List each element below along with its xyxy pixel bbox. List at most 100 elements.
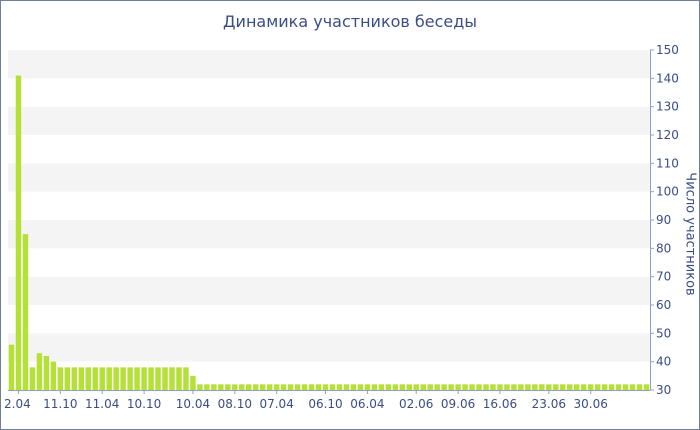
bar	[99, 367, 105, 390]
x-tick-label: 11.10	[43, 397, 77, 411]
grid-band	[8, 191, 650, 220]
x-tick-label: 07.04	[259, 397, 293, 411]
bar	[539, 384, 545, 390]
bar	[127, 367, 133, 390]
bar	[329, 384, 336, 390]
chart-title: Динамика участников беседы	[223, 12, 477, 31]
bar	[511, 384, 517, 390]
y-tick-label: 110	[656, 156, 679, 170]
bar	[378, 384, 385, 390]
bar	[560, 384, 566, 390]
bar	[134, 367, 140, 390]
y-tick-label: 130	[656, 100, 679, 114]
bar	[8, 344, 15, 390]
bar	[350, 384, 357, 390]
bar	[253, 384, 259, 390]
bar	[162, 367, 168, 390]
bar	[357, 384, 364, 390]
bar	[266, 384, 273, 390]
bar	[392, 384, 399, 390]
bar	[364, 384, 371, 390]
grid-band	[8, 135, 650, 164]
bar	[469, 384, 475, 390]
bar	[183, 367, 189, 390]
bar	[29, 367, 36, 390]
bar	[57, 367, 64, 390]
grid-band	[8, 248, 650, 277]
bar	[483, 384, 489, 390]
bar	[385, 384, 392, 390]
y-tick-label: 80	[656, 241, 671, 255]
x-tick-label: 16.06	[483, 397, 517, 411]
bar	[490, 384, 496, 390]
bar	[553, 384, 559, 390]
bar	[476, 384, 482, 390]
bar	[448, 384, 454, 390]
bar	[15, 75, 22, 390]
y-tick-label: 50	[656, 326, 671, 340]
bar	[301, 384, 308, 390]
bar	[155, 367, 161, 390]
bar	[113, 367, 119, 390]
bar	[629, 384, 636, 390]
y-tick-label: 100	[656, 185, 679, 199]
y-tick-label: 30	[656, 383, 671, 397]
bar	[594, 384, 601, 390]
bar	[399, 384, 405, 390]
bar	[85, 367, 91, 390]
x-tick-label: 23.06	[532, 397, 566, 411]
bar	[441, 384, 447, 390]
bar	[518, 384, 524, 390]
bar	[308, 384, 315, 390]
x-tick-label: 11.04	[85, 397, 119, 411]
y-tick-label: 60	[656, 298, 671, 312]
x-tick-label: 30.06	[574, 397, 608, 411]
bar	[225, 384, 231, 390]
bar	[239, 384, 245, 390]
bar	[64, 367, 71, 390]
bar	[287, 384, 294, 390]
bar	[643, 384, 650, 390]
bar	[455, 384, 461, 390]
y-tick-label: 90	[656, 213, 671, 227]
x-tick-label: 09.06	[441, 397, 475, 411]
bar	[141, 367, 147, 390]
bar	[525, 384, 531, 390]
bar	[497, 384, 503, 390]
bar	[532, 384, 538, 390]
bar	[371, 384, 378, 390]
bar	[601, 384, 608, 390]
bar	[622, 384, 629, 390]
x-tick-label: 08.10	[218, 397, 252, 411]
grid-band	[8, 50, 650, 79]
bar	[78, 367, 84, 390]
bar	[567, 384, 573, 390]
bar	[580, 384, 587, 390]
bar	[204, 384, 210, 390]
bar	[427, 384, 433, 390]
bar	[504, 384, 510, 390]
bar	[273, 384, 280, 390]
y-tick-label: 150	[656, 43, 679, 57]
bar	[434, 384, 440, 390]
bar	[615, 384, 622, 390]
x-tick-label: 06.04	[350, 397, 384, 411]
y-tick-label: 120	[656, 128, 679, 142]
bar	[169, 367, 175, 390]
grid-band	[8, 220, 650, 249]
x-tick-label: 10.10	[127, 397, 161, 411]
bar	[197, 384, 203, 390]
bar	[587, 384, 594, 390]
bar	[259, 384, 266, 390]
bar	[336, 384, 343, 390]
bar	[22, 234, 29, 390]
grid-band	[8, 333, 650, 362]
bar	[106, 367, 112, 390]
grid-band	[8, 163, 650, 192]
bar	[343, 384, 350, 390]
bar	[322, 384, 329, 390]
y-tick-label: 70	[656, 270, 671, 284]
bar	[211, 384, 217, 390]
bar	[36, 353, 43, 390]
bar	[636, 384, 643, 390]
